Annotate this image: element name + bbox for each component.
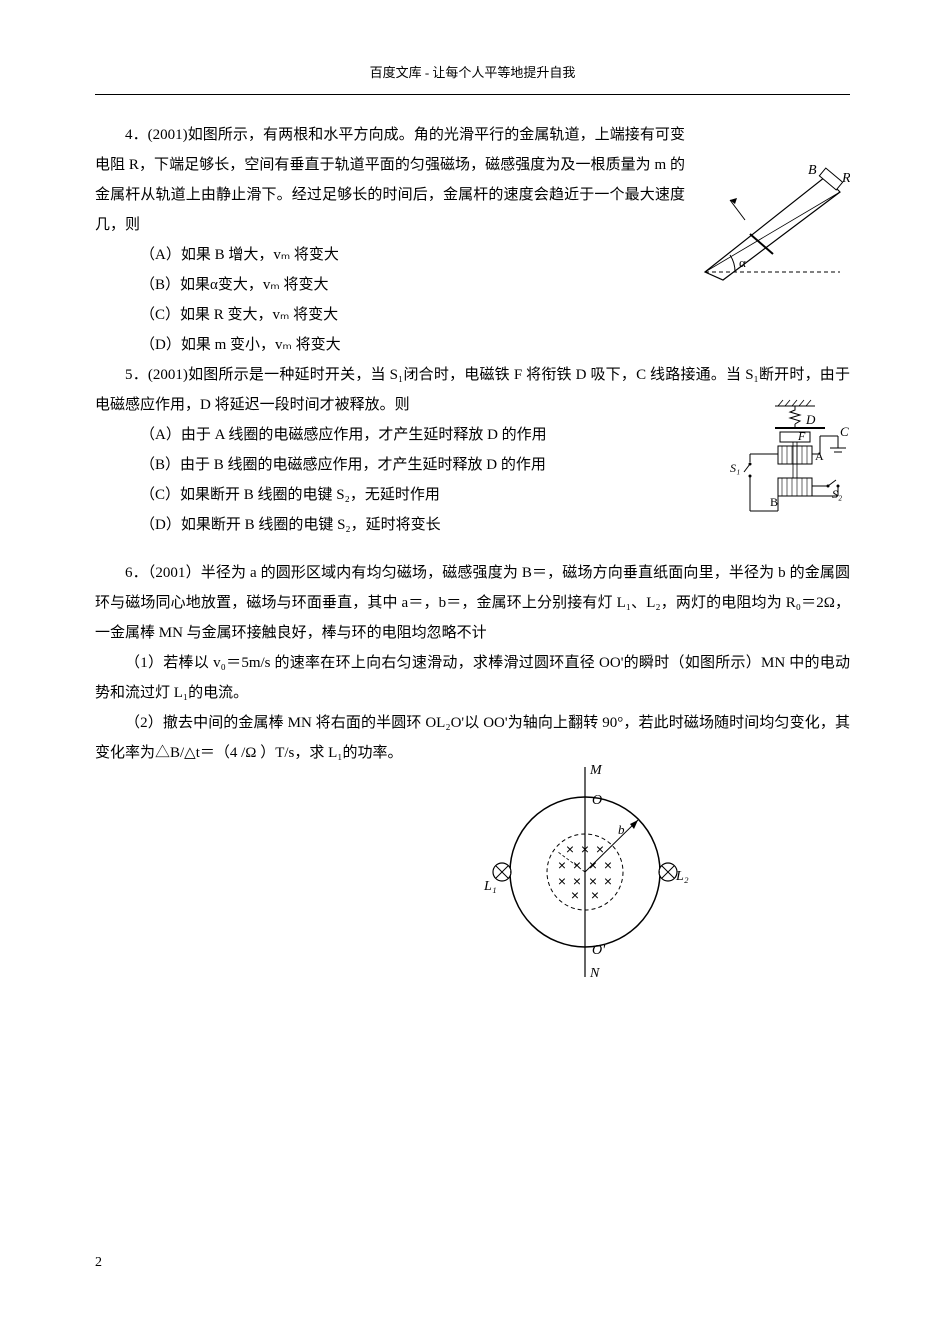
q4-label-r: R (841, 171, 850, 186)
q5-figure: D F C A S₁ (720, 396, 850, 526)
q6-figure: M N O O' b × × × × × × × × × (480, 762, 690, 982)
q6-intro: 6．（2001）半径为 a 的圆形区域内有均匀磁场，磁感强度为 B＝，磁场方向垂… (95, 558, 850, 648)
q4-figure: B R α (695, 162, 850, 282)
q6-part2: （2）撤去中间的金属棒 MN 将右面的半圆环 OL₂O'以 OO'为轴向上翻转 … (95, 708, 850, 768)
page-header: 百度文库 - 让每个人平等地提升自我 (95, 60, 850, 86)
q4-option-c: （C）如果 R 变大，vₘ 将变大 (140, 300, 850, 330)
q4-label-b: B (808, 163, 817, 178)
q5-label-f: F (797, 429, 806, 443)
svg-text:×: × (591, 887, 599, 903)
q4-label-alpha: α (739, 255, 746, 270)
svg-text:×: × (604, 873, 612, 889)
q6-part1: （1）若棒以 v₀＝5m/s 的速率在环上向右匀速滑动，求棒滑过圆环直径 OO'… (95, 648, 850, 708)
header-divider (95, 94, 850, 95)
q5-option-d: （D）如果断开 B 线圈的电键 S₂，延时将变长 (140, 510, 710, 540)
svg-text:×: × (596, 841, 604, 857)
svg-text:×: × (558, 873, 566, 889)
q5-option-b: （B）由于 B 线圈的电磁感应作用，才产生延时释放 D 的作用 (140, 450, 710, 480)
svg-text:×: × (558, 857, 566, 873)
q5-label-c: C (840, 424, 849, 439)
q5-label-s1: S₁ (730, 461, 740, 475)
svg-text:×: × (566, 841, 574, 857)
document-content: 4．(2001)如图所示，有两根和水平方向成。角的光滑平行的金属轨道，上端接有可… (95, 120, 850, 768)
q5-label-d: D (805, 412, 816, 427)
q6-label-op: O' (592, 943, 606, 958)
q4-intro: 4．(2001)如图所示，有两根和水平方向成。角的光滑平行的金属轨道，上端接有可… (95, 120, 685, 240)
svg-text:×: × (581, 841, 589, 857)
q6-label-l1: L₁ (483, 879, 497, 894)
q5-option-a: （A）由于 A 线圈的电磁感应作用，才产生延时释放 D 的作用 (140, 420, 710, 450)
svg-text:×: × (573, 857, 581, 873)
q4-option-d: （D）如果 m 变小，vₘ 将变大 (140, 330, 850, 360)
q6-label-o: O (592, 793, 602, 808)
header-text: 百度文库 - 让每个人平等地提升自我 (370, 65, 576, 80)
q6-label-m: M (589, 763, 603, 778)
q6-label-n: N (589, 966, 600, 981)
q5-option-c: （C）如果断开 B 线圈的电键 S₂，无延时作用 (140, 480, 710, 510)
svg-text:×: × (571, 887, 579, 903)
svg-text:×: × (589, 857, 597, 873)
q6-label-b-radius: b (618, 822, 625, 837)
q6-label-l2: L₂ (675, 869, 689, 884)
q5-label-s2: S₂ (832, 487, 842, 501)
page-number: 2 (95, 1249, 102, 1277)
svg-text:×: × (604, 857, 612, 873)
q5-label-b2: B (770, 495, 778, 509)
